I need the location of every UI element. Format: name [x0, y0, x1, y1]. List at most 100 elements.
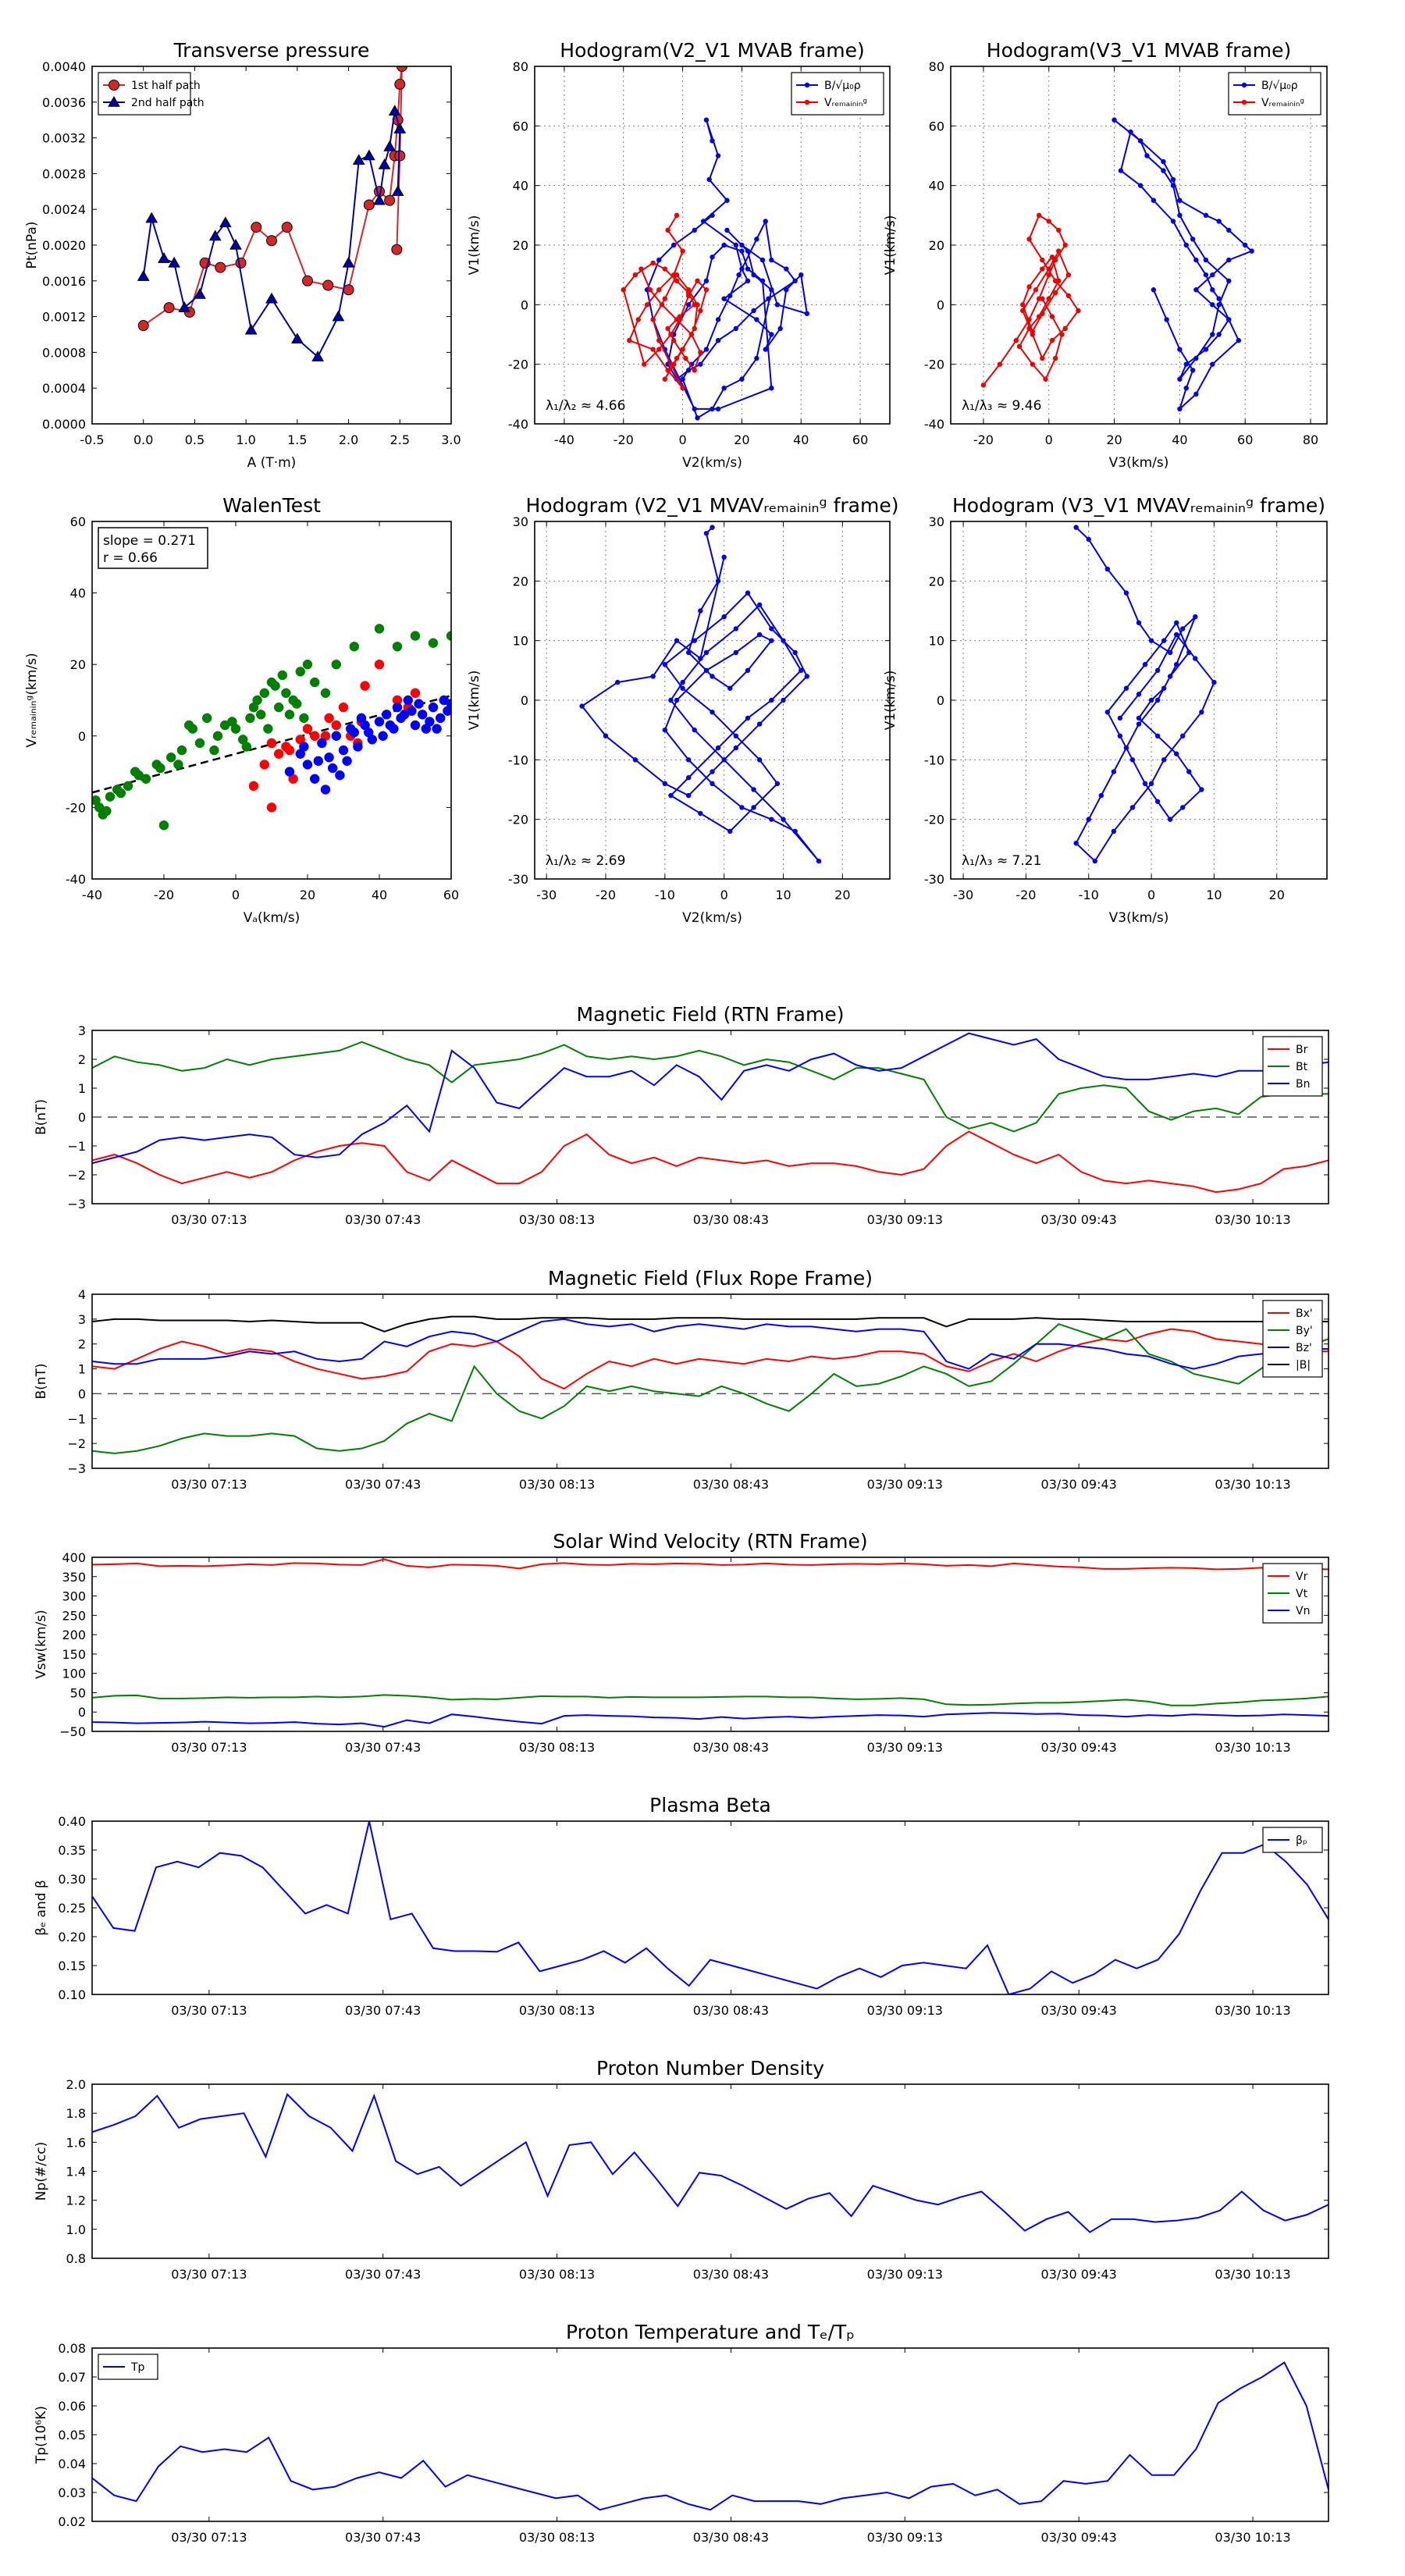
y-tick-label: 0.0032 [42, 131, 86, 146]
proton-number-density-chart: Proton Number Density 0.8 1.0 1.2 1.4 1.6 1.8 2… [34, 2057, 1329, 2282]
x-tick-label: 03/30 07:43 [345, 1740, 421, 1755]
data-point-series-2 [342, 756, 352, 767]
plot-frame [534, 521, 891, 880]
x-tick-label: -10 [1079, 888, 1099, 902]
hodogram-v2v1-mvav-chart: Hodogram (V2_V1 MVAVᵣₑₘₐᵢₙᵢₙᵍ frame)-30-… [467, 494, 899, 926]
y-tick-label: 0.0012 [42, 310, 86, 325]
y-tick-label: 400 [62, 1550, 86, 1565]
data-point-series-0 [1174, 662, 1179, 667]
data-point-v- [695, 278, 700, 283]
y-tick-label: -30 [508, 872, 528, 887]
legend-label: Bz' [1296, 1342, 1312, 1354]
x-tick-label: 03/30 07:13 [171, 2267, 247, 2282]
legend: B/√μ₀ρ Vᵣₑₘₐᵢₙᵢₙᵍ [791, 72, 884, 116]
chart-title: Hodogram (V3_V1 MVAVᵣₑₘₐᵢₙᵢₙᵍ frame) [952, 494, 1325, 517]
y-tick-label: 0.0036 [42, 95, 86, 110]
data-point-b- [1243, 242, 1248, 248]
data-point-series-2 [317, 738, 327, 749]
y-tick-label: 4 [78, 1287, 86, 1302]
data-point-series-0 [1148, 697, 1154, 703]
data-point-v- [1043, 376, 1048, 382]
data-point-b- [721, 386, 727, 391]
data-point-series-2 [435, 713, 446, 724]
data-point-v- [674, 212, 680, 219]
data-point-1st-half-path [363, 199, 375, 211]
chart-title: Solar Wind Velocity (RTN Frame) [553, 1530, 867, 1553]
y-tick-label: 0.0020 [42, 238, 86, 253]
data-point-b- [1170, 176, 1176, 183]
data-point-series-0 [733, 733, 739, 738]
x-tick-label: 0 [1045, 432, 1053, 447]
data-point-b- [724, 227, 730, 233]
y-tick-label: −3 [67, 1461, 86, 1476]
data-point-v- [635, 317, 641, 322]
data-point-series-0 [692, 727, 697, 733]
x-tick-label: 20 [300, 888, 315, 902]
y-tick-label: 1.0 [66, 2222, 86, 2237]
y-tick-label: 20 [513, 574, 528, 589]
data-point-series-0 [1142, 662, 1148, 667]
magnetic-field-flux-rope-chart: Magnetic Field (Flux Rope Frame) −3 −2 −1 0 1… [34, 1267, 1329, 1492]
data-point-b- [1210, 287, 1215, 293]
data-point-v- [680, 386, 685, 391]
data-point-b- [769, 287, 774, 293]
data-point-b- [1216, 332, 1222, 337]
data-point-series-0 [799, 667, 804, 674]
x-tick-label: 03/30 07:13 [171, 2003, 247, 2018]
data-point-series-0 [668, 697, 674, 703]
data-point-b- [1193, 391, 1199, 397]
data-point-series-0 [299, 713, 309, 724]
data-point-series-0 [281, 688, 291, 699]
y-axis-label: Pt(nPa) [24, 222, 40, 269]
y-tick-label: 0.0000 [42, 417, 86, 432]
data-point-b- [763, 347, 768, 352]
data-point-b- [680, 376, 685, 382]
x-tick-label: 0.0 [133, 432, 153, 447]
legend-box [791, 72, 884, 116]
hodogram-v3v1-mvav-chart: Hodogram (V3_V1 MVAVᵣₑₘₐᵢₙᵢₙᵍ frame)-30-… [883, 494, 1328, 926]
data-point-b- [700, 219, 706, 224]
data-point-v- [674, 272, 680, 278]
x-axis-label: Vₐ(km/s) [244, 910, 301, 926]
data-point-series-0 [252, 695, 262, 706]
y-tick-label: −3 [67, 1197, 86, 1212]
y-tick-label: 2.0 [66, 2077, 86, 2092]
x-tick-label: 60 [1237, 432, 1253, 447]
data-point-series-0 [710, 769, 715, 774]
data-point-series-0 [158, 820, 169, 831]
data-point-series-0 [1136, 721, 1142, 727]
data-point-v- [1026, 284, 1032, 290]
series-line-- [92, 1821, 1329, 1994]
y-tick-label: 0.0040 [42, 59, 86, 74]
data-point-1st-half-path [163, 302, 175, 314]
data-point-b- [769, 386, 774, 391]
data-point-v- [621, 287, 626, 293]
x-tick-label: 0 [720, 888, 728, 902]
legend-label: Vr [1296, 1571, 1308, 1583]
data-point-b- [671, 242, 677, 248]
data-point-b- [715, 153, 721, 158]
chart-title: Magnetic Field (RTN Frame) [577, 1003, 845, 1026]
series-line-series-0 [1075, 526, 1215, 863]
x-tick-label: 03/30 08:43 [693, 2267, 769, 2282]
x-tick-label: 10 [775, 888, 791, 902]
data-point-series-0 [685, 649, 692, 656]
x-tick-label: 0 [678, 432, 686, 447]
y-tick-label: 60 [70, 514, 86, 529]
data-point-2nd-half-path [332, 310, 345, 322]
data-point-v- [656, 337, 662, 343]
data-point-v- [650, 317, 656, 322]
x-tick-label: -0.5 [80, 432, 104, 447]
chart-title: Magnetic Field (Flux Rope Frame) [548, 1267, 873, 1290]
y-tick-label: 60 [513, 119, 528, 133]
data-point-series-0 [291, 699, 302, 709]
plot-area [980, 117, 1254, 412]
x-tick-label: -20 [154, 888, 174, 902]
data-point-series-0 [295, 667, 306, 677]
data-point-b- [745, 266, 751, 272]
plot-area [92, 1315, 1329, 1454]
data-point-series-0 [792, 828, 798, 834]
data-point-2nd-half-path [393, 123, 407, 133]
data-point-b- [799, 272, 804, 278]
legend: Tp [98, 2354, 158, 2380]
